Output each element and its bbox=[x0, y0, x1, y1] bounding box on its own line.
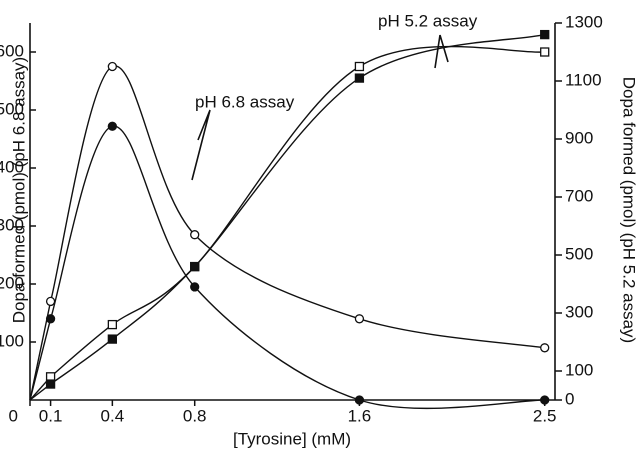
marker bbox=[45, 296, 56, 307]
annotation-arrow bbox=[434, 34, 449, 69]
marker bbox=[107, 319, 118, 330]
marker bbox=[354, 61, 365, 72]
x-tick-label: 0.4 bbox=[101, 406, 125, 425]
x-tick-label: 0.1 bbox=[39, 406, 63, 425]
y-tick-label: 300 bbox=[0, 215, 24, 234]
y-tick-label: 200 bbox=[0, 273, 24, 292]
y2-tick-label: 500 bbox=[565, 244, 593, 263]
y2-tick-label: 1100 bbox=[565, 70, 602, 89]
marker bbox=[190, 282, 200, 292]
series-line bbox=[50, 45, 545, 378]
y2-tick-label: 900 bbox=[565, 128, 593, 147]
marker bbox=[354, 395, 365, 405]
x-tick-label: 1.6 bbox=[348, 406, 372, 425]
y2-tick-label: 700 bbox=[565, 186, 593, 205]
y2-tick-label: 100 bbox=[565, 360, 593, 379]
y-tick-label: 500 bbox=[0, 99, 24, 118]
x-tick-label: 0 bbox=[9, 406, 18, 425]
x-axis-label: [Tyrosine] (mM) bbox=[233, 429, 351, 448]
marker bbox=[354, 73, 365, 83]
origin-segment bbox=[29, 318, 52, 401]
y2-tick-label: 1300 bbox=[565, 12, 603, 31]
marker bbox=[45, 379, 56, 389]
y-axis-label: Dopa formed (pmol) (pH 6.8 assay) bbox=[9, 57, 28, 323]
y-tick-label: 600 bbox=[0, 41, 24, 60]
marker bbox=[190, 230, 200, 240]
y2-tick-label: 0 bbox=[565, 389, 574, 408]
marker bbox=[540, 343, 550, 353]
series-line bbox=[49, 65, 545, 349]
marker bbox=[354, 314, 365, 324]
series-line bbox=[50, 33, 545, 385]
series-line bbox=[49, 125, 545, 410]
marker bbox=[540, 395, 550, 405]
marker bbox=[107, 334, 118, 344]
annotation: pH 6.8 assay bbox=[195, 92, 295, 111]
annotation-arrow bbox=[191, 109, 211, 181]
marker bbox=[107, 121, 118, 131]
marker bbox=[107, 61, 118, 72]
x-tick-label: 2.5 bbox=[533, 406, 557, 425]
annotation: pH 5.2 assay bbox=[378, 11, 478, 30]
marker bbox=[540, 29, 550, 40]
marker bbox=[45, 314, 56, 324]
marker bbox=[540, 47, 550, 57]
y2-tick-label: 300 bbox=[565, 302, 593, 321]
y-tick-label: 400 bbox=[0, 157, 24, 176]
marker bbox=[190, 261, 200, 272]
y-tick-label: 100 bbox=[0, 331, 24, 350]
y2-axis-label: Dopa formed (pmol) (pH 5.2 assay) bbox=[620, 77, 639, 343]
x-tick-label: 0.8 bbox=[183, 406, 207, 425]
